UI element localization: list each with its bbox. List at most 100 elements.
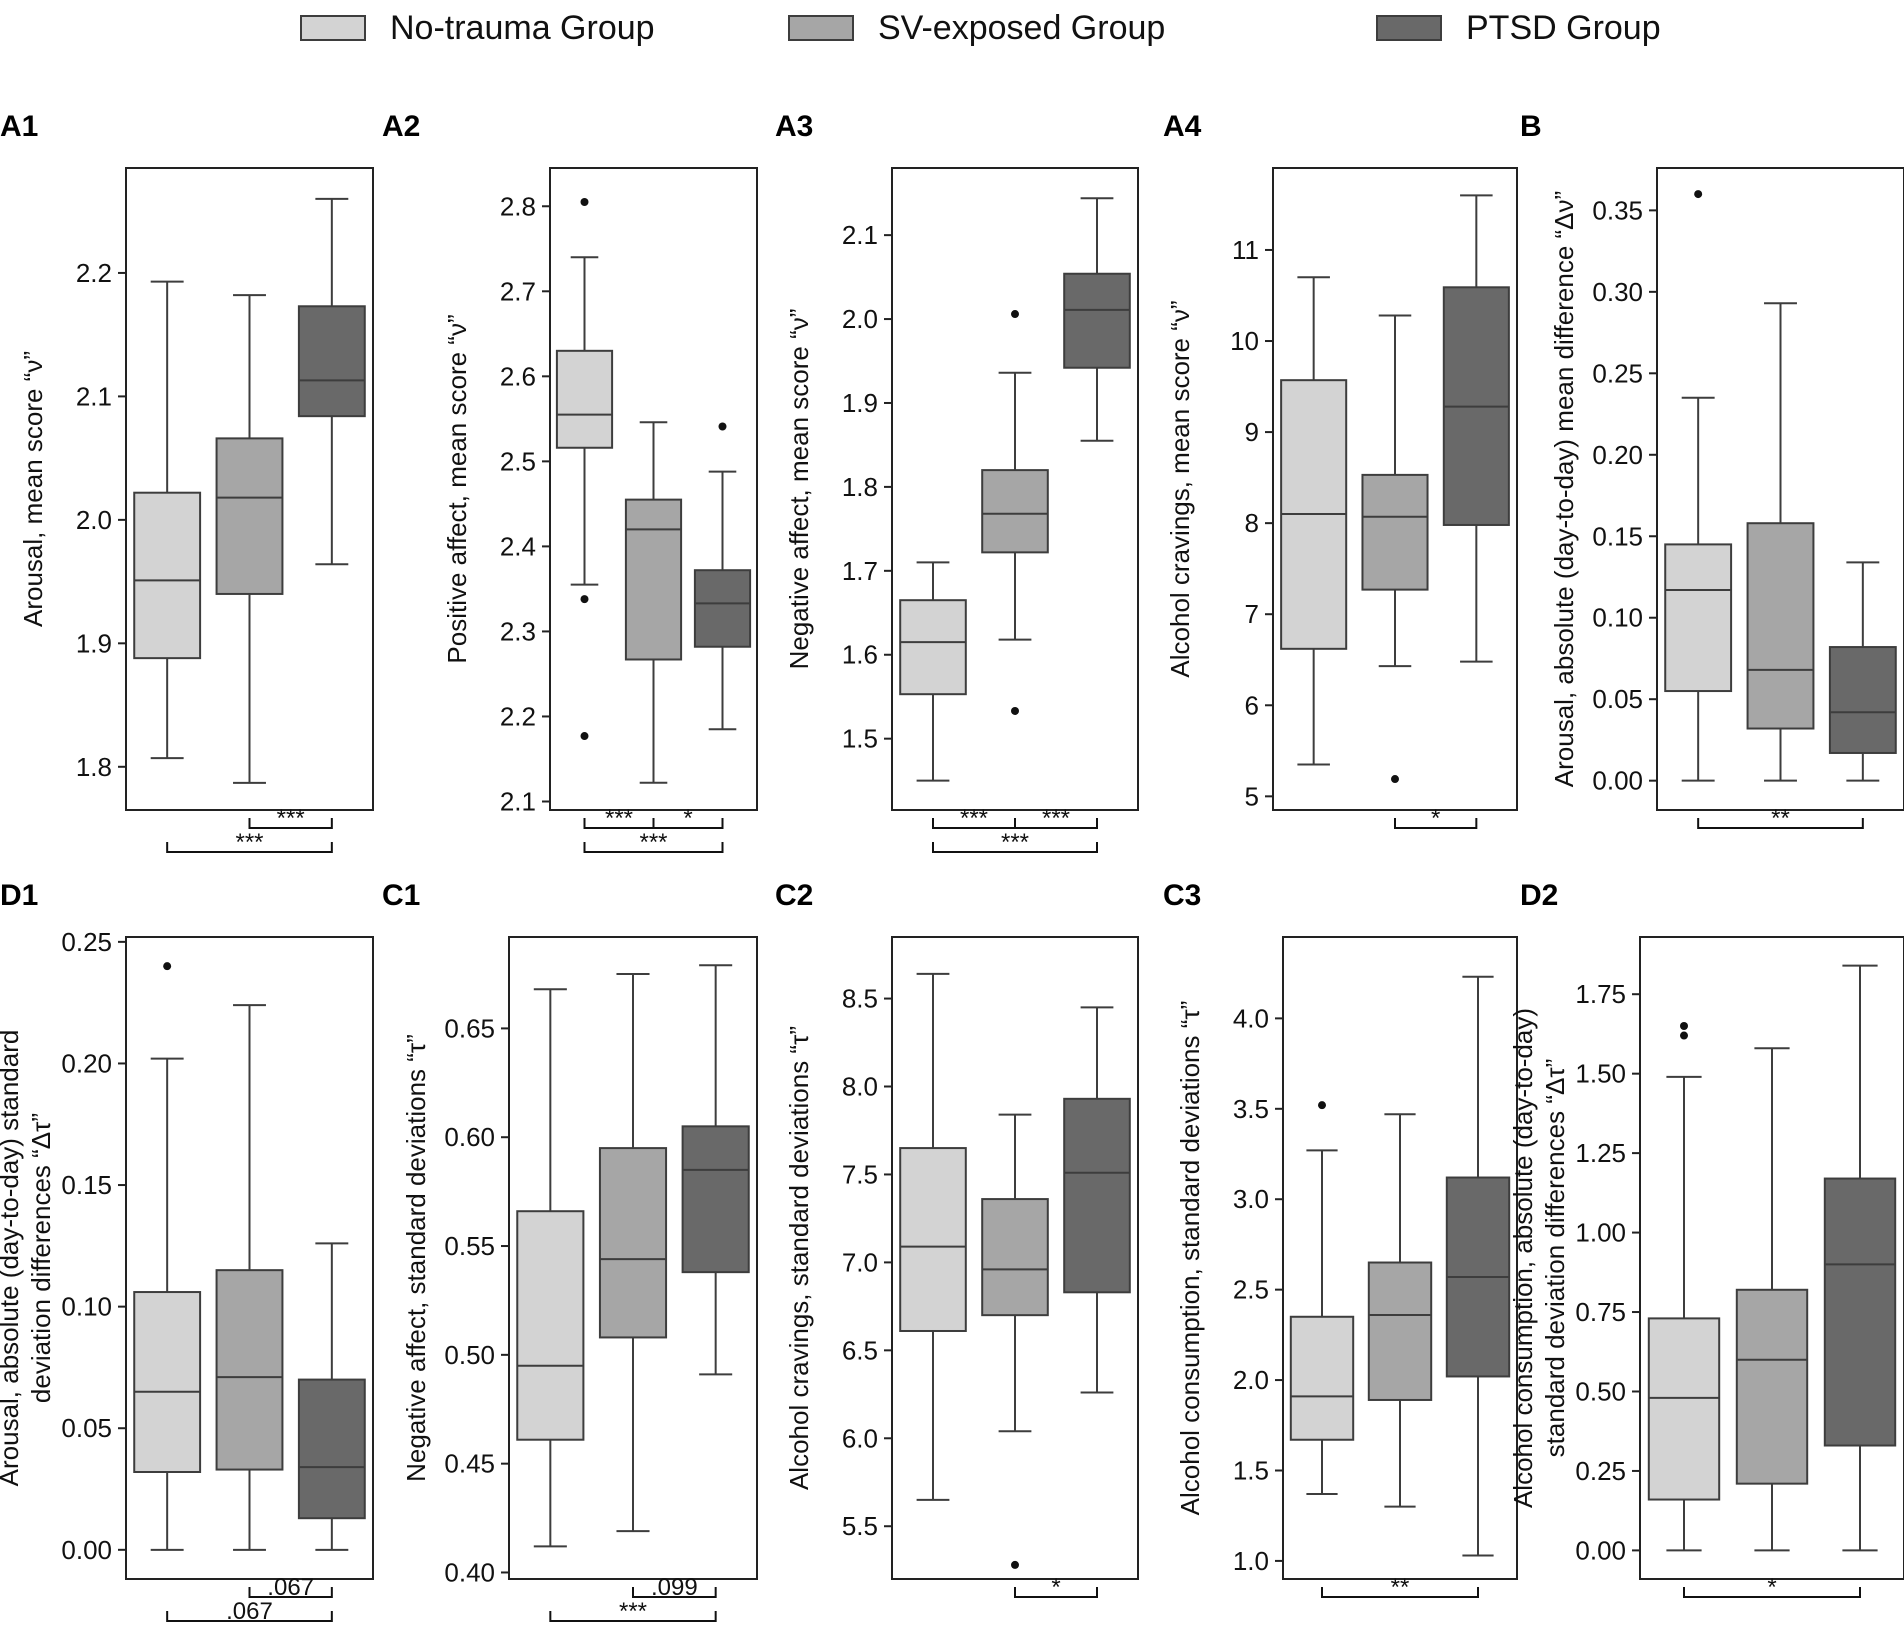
box-sv-exposed-group (1367, 1113, 1433, 1508)
y-tick-label: 2.5 (1233, 1275, 1269, 1305)
y-tick-label: 8.5 (842, 984, 878, 1014)
y-tick-label: 0.10 (1592, 603, 1643, 633)
iqr-box (1735, 1288, 1809, 1485)
significance-bracket: ** (1321, 1574, 1479, 1601)
y-tick-label: 0.00 (1575, 1535, 1626, 1565)
y-tick-label: 0.60 (444, 1122, 495, 1152)
significance-bracket: *** (248, 805, 333, 832)
box-no-trauma-group (133, 962, 202, 1551)
y-tick-label: 0.15 (1592, 521, 1643, 551)
y-tick-label: 2.1 (842, 220, 878, 250)
significance-label: * (1767, 1574, 1776, 1601)
plot-frame (891, 167, 1139, 811)
significance-label: * (1431, 805, 1440, 832)
y-tick-label: 2.2 (500, 701, 536, 731)
significance-bracket: *** (583, 829, 724, 856)
outlier-point (1391, 775, 1399, 784)
panel-a3: A3 1.5 1.6 1.7 1.8 1.9 2.0 2.1 Negative affect, … (775, 110, 1139, 856)
y-axis-label: Alcohol cravings, mean score “ν” (1165, 300, 1195, 677)
box-no-trauma-group (1647, 1021, 1721, 1552)
plot-frame (125, 936, 374, 1580)
y-tick-label: 2.0 (842, 304, 878, 334)
box-no-trauma-group (899, 972, 967, 1501)
y-tick-label: 0.05 (1592, 684, 1643, 714)
iqr-box (1828, 646, 1897, 754)
y-axis-label: Arousal, absolute (day-to-day) standard (0, 1030, 24, 1487)
significance-bracket: .067 (248, 1574, 333, 1601)
y-tick-label: 1.0 (1233, 1546, 1269, 1576)
significance-label: .067 (226, 1598, 273, 1625)
y-tick-label: 4.0 (1233, 1003, 1269, 1033)
panel-a4: A4 5 6 7 8 9 10 11 Alcohol cravings, mean score … (1163, 110, 1518, 832)
iqr-box (624, 498, 683, 661)
plot-frame (891, 936, 1139, 1580)
legend-label-ptsd: PTSD Group (1466, 8, 1661, 47)
box-sv-exposed-group (1361, 314, 1429, 784)
y-axis-label: Alcohol consumption, standard deviations… (1175, 1001, 1205, 1516)
y-tick-label: 0.10 (61, 1292, 112, 1322)
bracket-line (1321, 1587, 1479, 1598)
bracket-line (1014, 818, 1098, 829)
iqr-box (1647, 1317, 1721, 1501)
y-tick-label: 1.25 (1575, 1138, 1626, 1168)
significance-label: *** (960, 805, 988, 832)
box-sv-exposed-group (981, 1113, 1049, 1569)
y-tick-label: 2.0 (76, 505, 112, 535)
panel-a2: A2 2.1 2.2 2.3 2.4 2.5 2.6 2.7 2.8 Positive affec… (382, 110, 758, 856)
panel-label: C2 (775, 879, 813, 912)
y-tick-label: 0.35 (1592, 195, 1643, 225)
significance-label: *** (1042, 805, 1070, 832)
y-tick-label: 2.3 (500, 616, 536, 646)
panel-label: B (1520, 110, 1542, 143)
bracket-line (1683, 1587, 1861, 1598)
y-tick-label: 1.6 (842, 640, 878, 670)
box-no-trauma-group (555, 198, 614, 741)
bracket-line (583, 842, 724, 853)
panel-c2: C2 5.5 6.0 6.5 7.0 7.5 8.0 8.5 Alcohol cravings,… (775, 879, 1139, 1601)
significance-label: *** (1001, 829, 1029, 856)
plot-frame (549, 167, 758, 811)
legend-swatch-sv-exposed (788, 15, 854, 41)
iqr-box (1823, 1177, 1897, 1447)
y-tick-label: 3.0 (1233, 1184, 1269, 1214)
iqr-box (1289, 1315, 1355, 1441)
y-tick-label: 1.00 (1575, 1218, 1626, 1248)
box-no-trauma-group (516, 988, 585, 1548)
y-tick-label: 6.0 (842, 1423, 878, 1453)
iqr-box (297, 305, 366, 418)
y-tick-label: 8 (1245, 508, 1259, 538)
panel-label: C1 (382, 879, 420, 912)
bracket-line (1014, 1587, 1098, 1598)
significance-label: * (1051, 1574, 1060, 1601)
plot-frame (1272, 167, 1518, 811)
y-tick-label: 6.5 (842, 1335, 878, 1365)
bracket-line (652, 818, 724, 829)
significance-bracket: *** (166, 829, 333, 856)
y-tick-label: 2.0 (1233, 1365, 1269, 1395)
y-tick-label: 0.40 (444, 1557, 495, 1587)
significance-label: .067 (267, 1574, 314, 1601)
y-tick-label: 0.65 (444, 1013, 495, 1043)
significance-bracket: *** (583, 805, 655, 832)
y-tick-label: 1.5 (1233, 1455, 1269, 1485)
y-tick-label: 1.50 (1575, 1059, 1626, 1089)
significance-bracket: *** (549, 1598, 717, 1625)
y-tick-label: 0.20 (1592, 440, 1643, 470)
significance-label: ** (1391, 1574, 1410, 1601)
iqr-box (133, 491, 202, 660)
outlier-point (1011, 1560, 1019, 1569)
y-axis-label: Positive affect, mean score “ν” (442, 314, 472, 663)
plot-frame (1282, 936, 1518, 1580)
significance-label: *** (235, 829, 263, 856)
y-tick-label: 2.5 (500, 446, 536, 476)
iqr-box (133, 1291, 202, 1473)
y-tick-label: 0.20 (61, 1048, 112, 1078)
legend-item-ptsd: PTSD Group (1376, 9, 1661, 47)
y-axis-label: deviation differences “Δτ” (26, 1113, 56, 1403)
y-tick-label: 10 (1230, 326, 1259, 356)
y-tick-label: 1.9 (76, 628, 112, 658)
panel-c3: C3 1.0 1.5 2.0 2.5 3.0 3.5 4.0 Alcohol consumpti… (1163, 879, 1518, 1601)
legend: No-trauma Group SV-exposed Group PTSD Gr… (0, 0, 1904, 60)
panel-label: C3 (1163, 879, 1201, 912)
panel-label: A3 (775, 110, 813, 143)
